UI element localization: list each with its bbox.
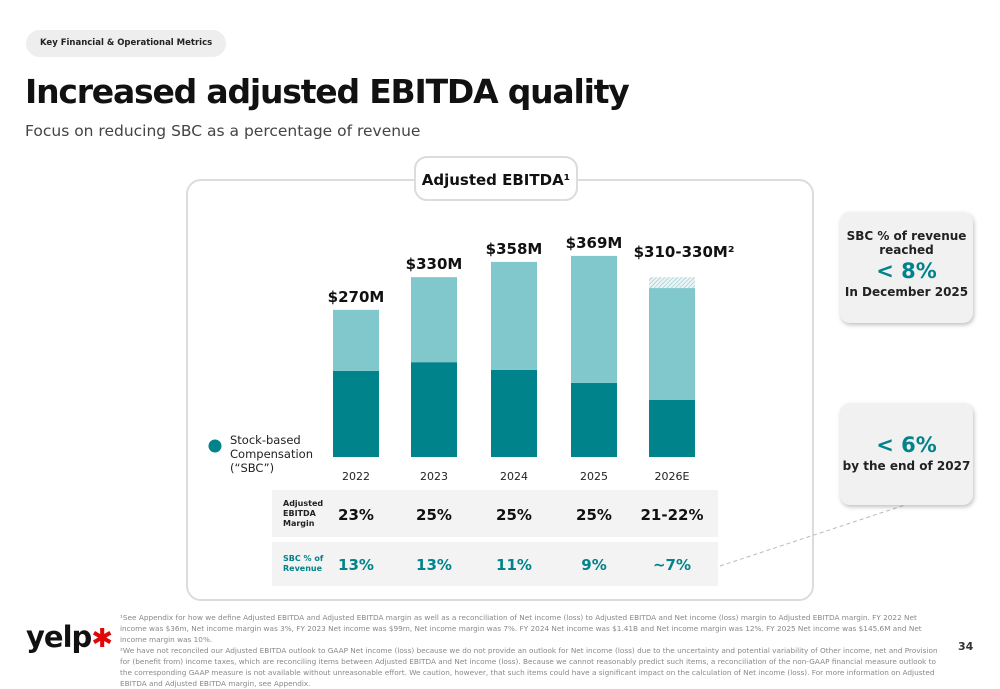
table-value: 9% <box>581 556 606 574</box>
callout-note: by the end of 2027 <box>842 459 971 473</box>
callout: < 6% by the end of 2027 <box>840 403 973 505</box>
legend-label: Stock-based Compensation (“SBC”) <box>230 433 313 475</box>
slide-title: Increased adjusted EBITDA quality <box>25 72 630 111</box>
bar-label: $310-330M² <box>634 243 735 261</box>
callout-note: In December 2025 <box>844 285 969 299</box>
bar-label: $358M <box>486 240 543 258</box>
row-label: Adjusted EBITDA Margin <box>283 499 324 528</box>
logo-burst: ✱ <box>91 624 113 654</box>
footnotes: ¹See Appendix for how we define Adjusted… <box>120 612 940 689</box>
chart-title-pill <box>414 156 578 201</box>
bar-segment <box>491 369 537 457</box>
x-tick-label: 2026E <box>655 470 690 483</box>
bar-segment <box>571 382 617 457</box>
table-value: 23% <box>338 506 374 524</box>
table-value: 25% <box>496 506 532 524</box>
bar-label: $369M <box>566 234 623 252</box>
table-value: 25% <box>416 506 452 524</box>
callout: SBC % of revenue reached < 8% In Decembe… <box>840 212 973 323</box>
logo-text: yelp <box>26 620 92 654</box>
callout-title: SBC % of revenue reached <box>846 229 967 257</box>
bar-segment <box>571 255 617 383</box>
x-tick-label: 2022 <box>342 470 370 483</box>
footnote: ¹See Appendix for how we define Adjusted… <box>120 613 922 644</box>
table-value: 13% <box>416 556 452 574</box>
x-tick-label: 2023 <box>420 470 448 483</box>
legend-swatch <box>208 439 222 453</box>
bar-label: $330M <box>406 255 463 273</box>
table-row-bg <box>272 542 718 586</box>
section-tag: Key Financial & Operational Metrics <box>26 30 227 57</box>
x-tick-label: 2024 <box>500 470 528 483</box>
callout-value: < 6% <box>876 433 937 457</box>
bar-segment <box>411 362 457 457</box>
callout-value: < 8% <box>876 259 937 283</box>
page-number: 34 <box>958 640 974 653</box>
table-value: 11% <box>496 556 532 574</box>
bar-segment <box>411 277 457 363</box>
chart: Adjusted EBITDA¹ $270M 2022 $330M 2023 $358M… <box>186 156 906 601</box>
chart-title: Adjusted EBITDA¹ <box>422 171 571 189</box>
table-value: 25% <box>576 506 612 524</box>
bar-segment <box>491 261 537 370</box>
table-value: 21-22% <box>640 506 703 524</box>
row-label: SBC % of Revenue <box>283 554 324 573</box>
bar-segment <box>333 370 379 457</box>
bar-label: $270M <box>328 288 385 306</box>
table-row-bg <box>272 490 718 537</box>
table-value: 13% <box>338 556 374 574</box>
footnote: ²We have not reconciled our Adjusted EBI… <box>120 646 938 688</box>
x-tick-label: 2025 <box>580 470 608 483</box>
connector <box>719 504 906 567</box>
slide-subtitle: Focus on reducing SBC as a percentage of… <box>25 122 421 140</box>
table-value: ~7% <box>653 556 691 574</box>
bar-segment <box>649 277 695 289</box>
logo: yelp✱ <box>26 620 113 654</box>
bar-segment <box>649 399 695 457</box>
bar-segment <box>649 288 695 400</box>
bar-segment <box>333 309 379 371</box>
